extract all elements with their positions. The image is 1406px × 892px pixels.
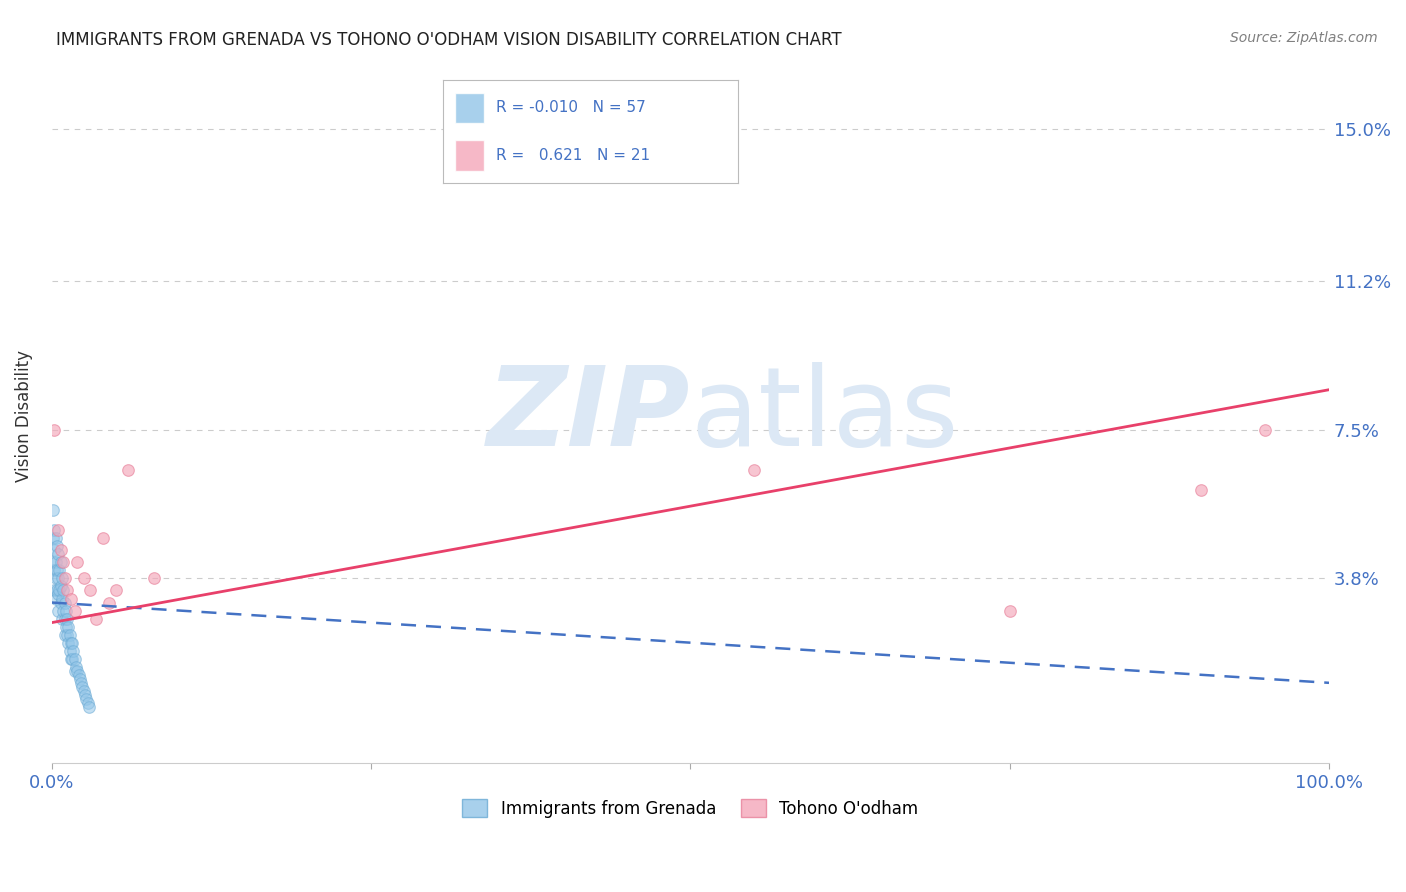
Point — [44, 583, 66, 598]
Point — [58, 635, 80, 649]
Point — [63, 651, 86, 665]
Point — [48, 563, 70, 577]
Point — [59, 627, 82, 641]
Point — [86, 611, 108, 625]
Point — [51, 591, 73, 606]
Point — [53, 627, 76, 641]
Point — [59, 643, 82, 657]
Point — [1189, 483, 1212, 497]
Point — [742, 463, 765, 477]
Point — [42, 555, 65, 569]
Point — [76, 696, 98, 710]
Point — [55, 603, 77, 617]
Point — [44, 423, 66, 437]
Point — [59, 651, 82, 665]
Point — [52, 603, 75, 617]
Point — [98, 595, 121, 609]
Point — [142, 571, 165, 585]
Point — [45, 571, 67, 585]
Point — [51, 611, 73, 625]
Point — [49, 579, 72, 593]
Text: IMMIGRANTS FROM GRENADA VS TOHONO O'ODHAM VISION DISABILITY CORRELATION CHART: IMMIGRANTS FROM GRENADA VS TOHONO O'ODHA… — [56, 31, 842, 49]
Point — [49, 555, 72, 569]
Point — [60, 651, 83, 665]
Point — [53, 611, 76, 625]
Point — [45, 539, 67, 553]
Point — [44, 543, 66, 558]
Point — [55, 619, 77, 633]
Point — [66, 555, 89, 569]
Point — [67, 667, 90, 681]
Point — [104, 583, 127, 598]
Point — [51, 571, 73, 585]
Text: R =   0.621   N = 21: R = 0.621 N = 21 — [496, 148, 650, 162]
Point — [42, 531, 65, 545]
Point — [52, 555, 75, 569]
Point — [45, 555, 67, 569]
Point — [117, 463, 139, 477]
Point — [79, 583, 101, 598]
Point — [73, 571, 96, 585]
Point — [49, 595, 72, 609]
Point — [59, 591, 82, 606]
Point — [52, 583, 75, 598]
Text: ZIP: ZIP — [486, 362, 690, 469]
Point — [46, 571, 69, 585]
Point — [53, 595, 76, 609]
Point — [65, 659, 87, 673]
Point — [66, 664, 89, 678]
Legend: Immigrants from Grenada, Tohono O'odham: Immigrants from Grenada, Tohono O'odham — [456, 793, 925, 824]
Point — [45, 563, 67, 577]
Text: R = -0.010   N = 57: R = -0.010 N = 57 — [496, 101, 645, 115]
Point — [73, 684, 96, 698]
Point — [63, 664, 86, 678]
Point — [998, 603, 1021, 617]
Point — [53, 571, 76, 585]
Point — [72, 680, 94, 694]
Point — [45, 583, 67, 598]
Point — [46, 603, 69, 617]
Point — [1254, 423, 1277, 437]
Point — [62, 643, 84, 657]
FancyBboxPatch shape — [454, 140, 484, 170]
Point — [44, 523, 66, 537]
Point — [77, 700, 100, 714]
Point — [46, 547, 69, 561]
Point — [91, 531, 114, 545]
Point — [75, 692, 97, 706]
Point — [46, 587, 69, 601]
Text: atlas: atlas — [690, 362, 959, 469]
FancyBboxPatch shape — [454, 93, 484, 123]
Point — [48, 583, 70, 598]
Point — [63, 603, 86, 617]
Point — [59, 635, 82, 649]
Point — [69, 672, 91, 686]
Point — [44, 563, 66, 577]
Point — [70, 676, 93, 690]
Point — [56, 611, 79, 625]
Point — [49, 543, 72, 558]
Point — [60, 635, 83, 649]
Point — [56, 583, 79, 598]
Text: Source: ZipAtlas.com: Source: ZipAtlas.com — [1230, 31, 1378, 45]
Point — [56, 627, 79, 641]
Point — [58, 619, 80, 633]
Y-axis label: Vision Disability: Vision Disability — [15, 350, 32, 482]
Point — [73, 688, 96, 702]
Point — [42, 503, 65, 517]
Point — [45, 531, 67, 545]
Point — [45, 591, 67, 606]
Point — [46, 523, 69, 537]
